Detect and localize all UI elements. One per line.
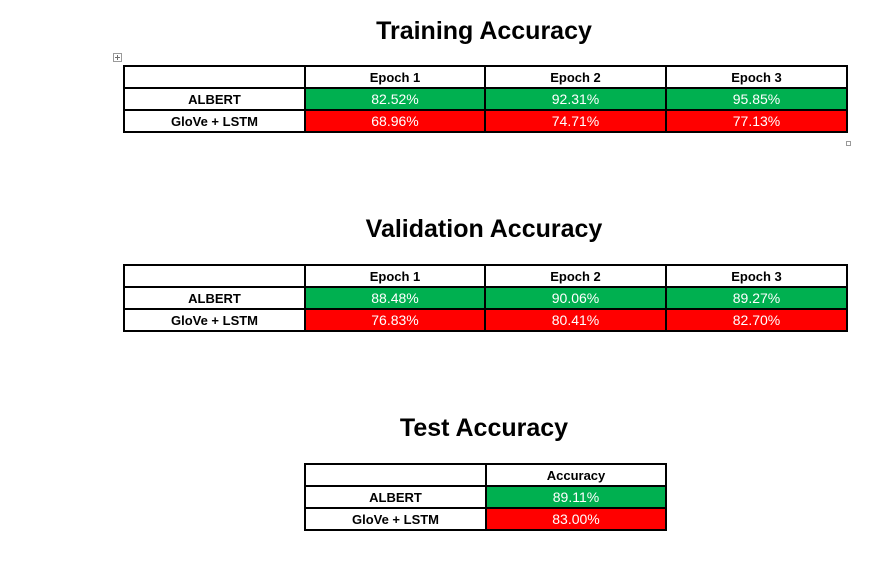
table-row: GloVe + LSTM 68.96% 74.71% 77.13% bbox=[123, 109, 848, 133]
value-cell: 77.13% bbox=[665, 109, 848, 133]
header-cell-epoch-3: Epoch 3 bbox=[665, 264, 848, 288]
value-cell: 95.85% bbox=[665, 87, 848, 111]
table-row: ALBERT 82.52% 92.31% 95.85% bbox=[123, 87, 848, 111]
model-label-glove-lstm: GloVe + LSTM bbox=[304, 507, 487, 531]
header-cell-epoch-2: Epoch 2 bbox=[484, 65, 667, 89]
model-label-albert: ALBERT bbox=[304, 485, 487, 509]
test-accuracy-title: Test Accuracy bbox=[399, 414, 569, 442]
header-cell-epoch-2: Epoch 2 bbox=[484, 264, 667, 288]
model-label-albert: ALBERT bbox=[123, 286, 306, 310]
header-cell-empty bbox=[304, 463, 487, 487]
header-cell-accuracy: Accuracy bbox=[485, 463, 667, 487]
validation-accuracy-table: Epoch 1 Epoch 2 Epoch 3 ALBERT 88.48% 90… bbox=[123, 264, 848, 332]
table-row: ALBERT 88.48% 90.06% 89.27% bbox=[123, 286, 848, 310]
table-row: GloVe + LSTM 83.00% bbox=[304, 507, 667, 531]
value-cell: 68.96% bbox=[304, 109, 486, 133]
table-header-row: Accuracy bbox=[304, 463, 667, 487]
table-header-row: Epoch 1 Epoch 2 Epoch 3 bbox=[123, 264, 848, 288]
move-handle-icon[interactable] bbox=[113, 53, 122, 62]
value-cell: 74.71% bbox=[484, 109, 667, 133]
header-cell-epoch-3: Epoch 3 bbox=[665, 65, 848, 89]
model-label-albert: ALBERT bbox=[123, 87, 306, 111]
training-accuracy-table: Epoch 1 Epoch 2 Epoch 3 ALBERT 82.52% 92… bbox=[123, 65, 848, 133]
value-cell: 76.83% bbox=[304, 308, 486, 332]
value-cell: 88.48% bbox=[304, 286, 486, 310]
test-accuracy-table: Accuracy ALBERT 89.11% GloVe + LSTM 83.0… bbox=[304, 463, 667, 531]
training-accuracy-title: Training Accuracy bbox=[376, 17, 592, 45]
value-cell: 82.70% bbox=[665, 308, 848, 332]
header-cell-empty bbox=[123, 65, 306, 89]
value-cell: 80.41% bbox=[484, 308, 667, 332]
table-row: GloVe + LSTM 76.83% 80.41% 82.70% bbox=[123, 308, 848, 332]
value-cell: 92.31% bbox=[484, 87, 667, 111]
value-cell: 83.00% bbox=[485, 507, 667, 531]
table-header-row: Epoch 1 Epoch 2 Epoch 3 bbox=[123, 65, 848, 89]
value-cell: 89.27% bbox=[665, 286, 848, 310]
header-cell-empty bbox=[123, 264, 306, 288]
header-cell-epoch-1: Epoch 1 bbox=[304, 65, 486, 89]
model-label-glove-lstm: GloVe + LSTM bbox=[123, 308, 306, 332]
model-label-glove-lstm: GloVe + LSTM bbox=[123, 109, 306, 133]
value-cell: 90.06% bbox=[484, 286, 667, 310]
value-cell: 82.52% bbox=[304, 87, 486, 111]
validation-accuracy-title: Validation Accuracy bbox=[365, 215, 603, 243]
resize-handle-icon[interactable] bbox=[846, 141, 851, 146]
value-cell: 89.11% bbox=[485, 485, 667, 509]
header-cell-epoch-1: Epoch 1 bbox=[304, 264, 486, 288]
table-row: ALBERT 89.11% bbox=[304, 485, 667, 509]
